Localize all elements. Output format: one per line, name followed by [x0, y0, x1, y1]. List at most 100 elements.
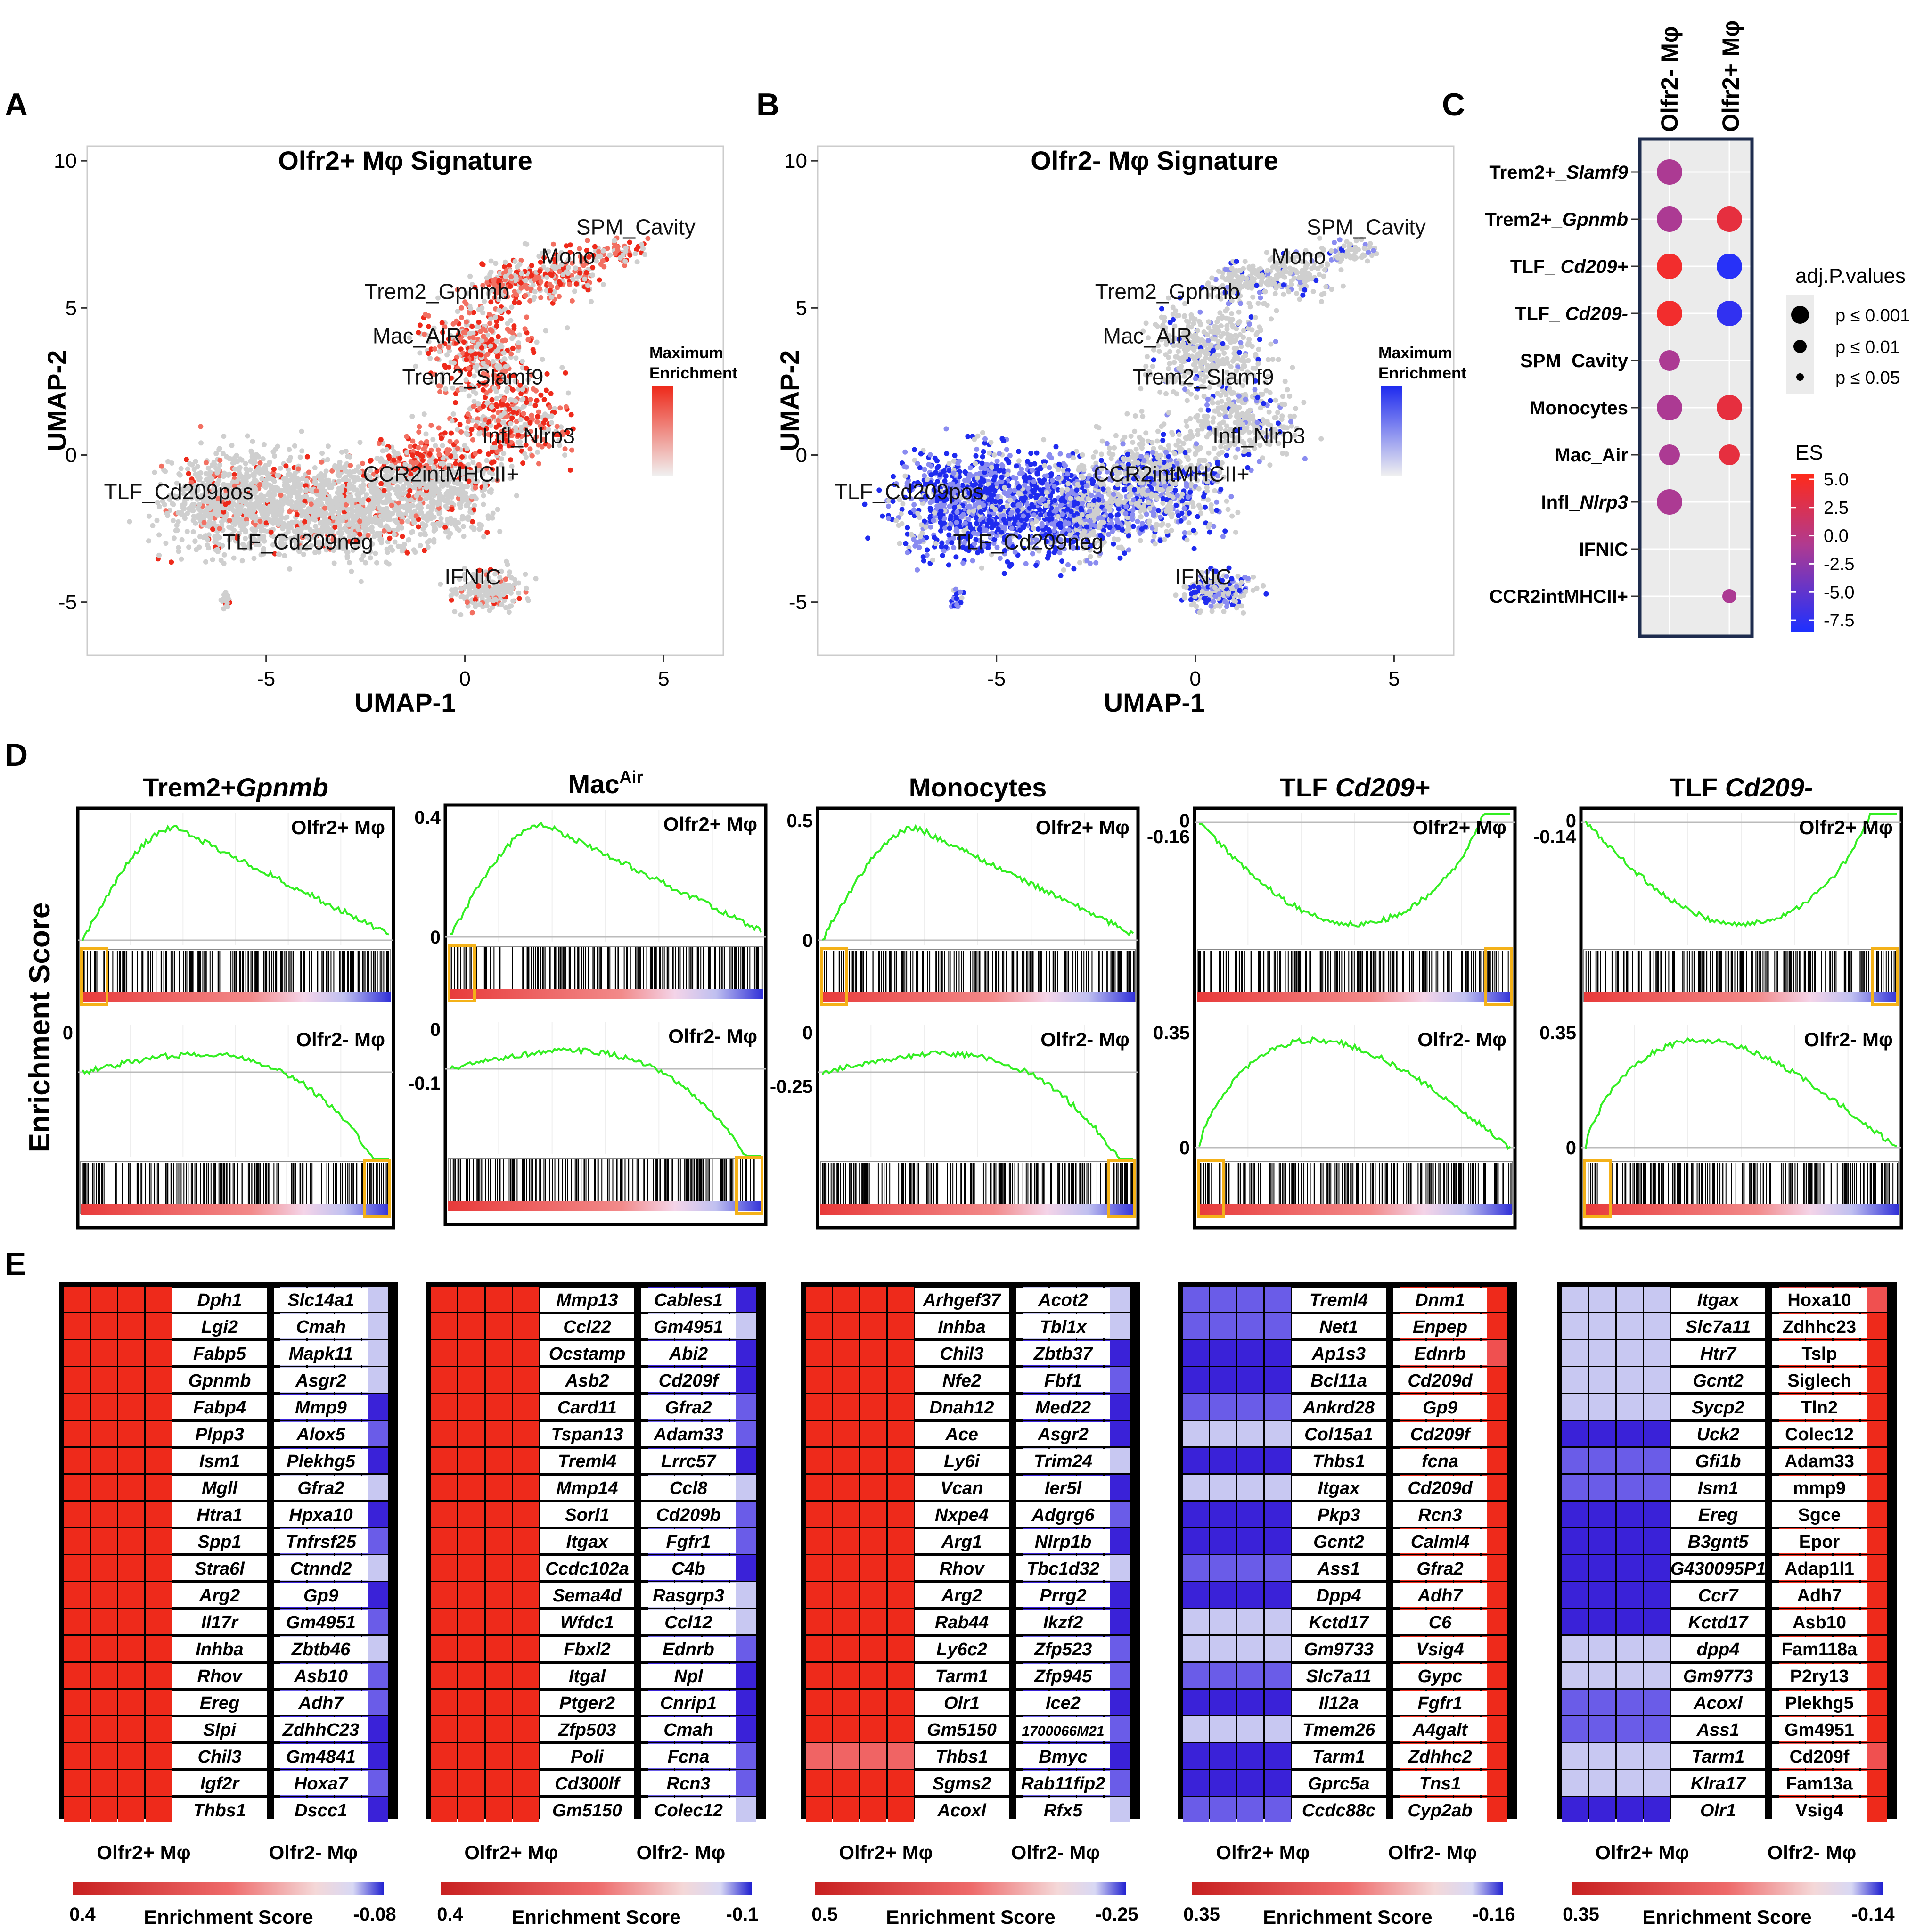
umap-point — [179, 556, 184, 562]
cluster-label: TLF_Cd209neg — [222, 529, 373, 554]
umap-point — [1122, 550, 1127, 556]
umap-point — [568, 412, 574, 418]
umap-point — [423, 312, 428, 317]
umap-point — [489, 404, 494, 410]
umap-point — [488, 327, 493, 332]
umap-point — [190, 517, 196, 523]
umap-point — [312, 517, 318, 523]
umap-point — [293, 505, 298, 510]
umap-point — [508, 575, 514, 581]
umap-point — [405, 550, 410, 556]
umap-point — [490, 510, 496, 516]
umap-a-ylabel: UMAP-2 — [42, 350, 72, 451]
umap-point — [481, 493, 486, 499]
umap-point — [597, 277, 602, 283]
umap-point — [474, 344, 479, 350]
umap-point — [159, 463, 164, 469]
umap-point — [299, 448, 305, 454]
umap-point — [917, 539, 923, 544]
umap-point — [409, 452, 415, 458]
umap-point — [946, 562, 951, 568]
umap-point — [216, 542, 222, 547]
umap-point — [487, 320, 493, 326]
umap-point — [258, 552, 264, 558]
umap-point — [1031, 512, 1037, 518]
umap-point — [484, 530, 490, 535]
umap-point — [524, 416, 530, 421]
umap-point — [259, 476, 265, 482]
umap-point — [865, 535, 871, 541]
umap-point — [156, 532, 162, 538]
umap-point — [237, 531, 242, 536]
umap-point — [290, 484, 295, 490]
umap-point — [880, 513, 885, 519]
umap-point — [627, 252, 633, 258]
umap-point — [257, 482, 262, 487]
umap-point — [513, 355, 519, 361]
umap-point — [264, 470, 270, 476]
umap-point — [224, 454, 229, 460]
umap-point — [253, 454, 259, 460]
umap-point — [346, 484, 352, 489]
umap-point — [497, 529, 503, 534]
umap-point — [517, 262, 523, 267]
umap-point — [567, 282, 573, 287]
umap-point — [985, 490, 991, 495]
umap-point — [438, 581, 443, 587]
umap-point — [391, 449, 397, 454]
umap-point — [488, 269, 494, 275]
umap-point — [193, 459, 198, 464]
umap-point — [559, 365, 565, 370]
umap-point — [435, 501, 441, 507]
umap-point — [934, 465, 940, 471]
umap-point — [283, 515, 288, 521]
umap-point — [933, 541, 939, 546]
umap-point — [176, 549, 181, 554]
umap-point — [538, 295, 544, 300]
umap-point — [486, 596, 492, 602]
umap-point — [982, 436, 988, 442]
umap-point — [225, 483, 230, 488]
umap-point — [229, 443, 235, 448]
umap-point — [213, 538, 219, 543]
umap-point — [506, 609, 512, 615]
x-tick-label: 5 — [658, 667, 669, 690]
umap-point — [529, 453, 535, 459]
umap-point — [634, 259, 640, 265]
umap-point — [470, 335, 476, 340]
umap-point — [518, 280, 524, 286]
umap-point — [952, 505, 958, 510]
umap-point — [449, 418, 455, 424]
umap-point — [572, 288, 577, 294]
umap-point — [239, 558, 245, 564]
umap-point — [232, 518, 237, 524]
umap-point — [297, 454, 303, 460]
umap-point — [243, 461, 248, 467]
umap-point — [938, 520, 943, 525]
umap-point — [260, 456, 266, 461]
umap-point — [932, 534, 937, 540]
umap-point — [224, 600, 230, 606]
umap-point — [475, 401, 481, 406]
umap-point — [1014, 463, 1019, 469]
umap-point — [254, 499, 260, 505]
umap-point — [327, 484, 333, 489]
umap-point — [415, 503, 420, 509]
umap-point — [234, 479, 240, 484]
umap-point — [333, 505, 338, 511]
umap-point — [399, 519, 405, 525]
umap-point — [186, 544, 192, 550]
umap-point — [947, 525, 952, 531]
umap-point — [1077, 560, 1082, 566]
umap-point — [464, 319, 469, 325]
umap-point — [522, 241, 528, 246]
umap-point — [529, 263, 534, 268]
umap-point — [478, 352, 484, 358]
umap-point — [244, 521, 250, 526]
umap-point — [329, 468, 335, 474]
umap-point — [289, 538, 295, 543]
umap-point — [433, 443, 438, 449]
umap-point — [213, 547, 219, 553]
